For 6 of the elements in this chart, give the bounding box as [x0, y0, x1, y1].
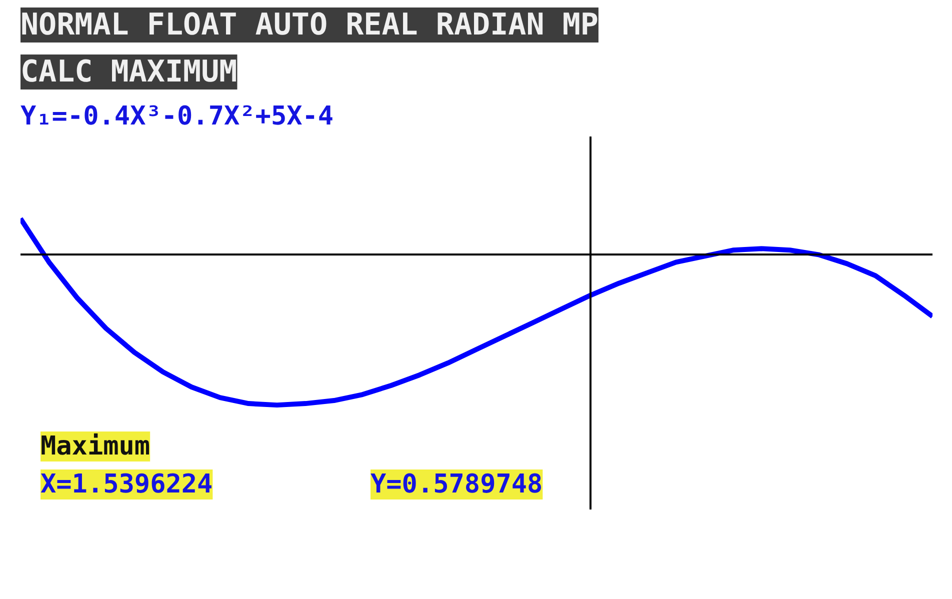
text: Y=0.5789748	[370, 470, 543, 500]
text: Maximum	[40, 432, 150, 462]
text: NORMAL FLOAT AUTO REAL RADIAN MP	[20, 8, 598, 42]
chart-title: Y₁=-0.4X³-0.7X²+5X-4	[20, 102, 334, 132]
text: X=1.5396224	[40, 470, 213, 500]
text: CALC MAXIMUM	[20, 54, 238, 90]
